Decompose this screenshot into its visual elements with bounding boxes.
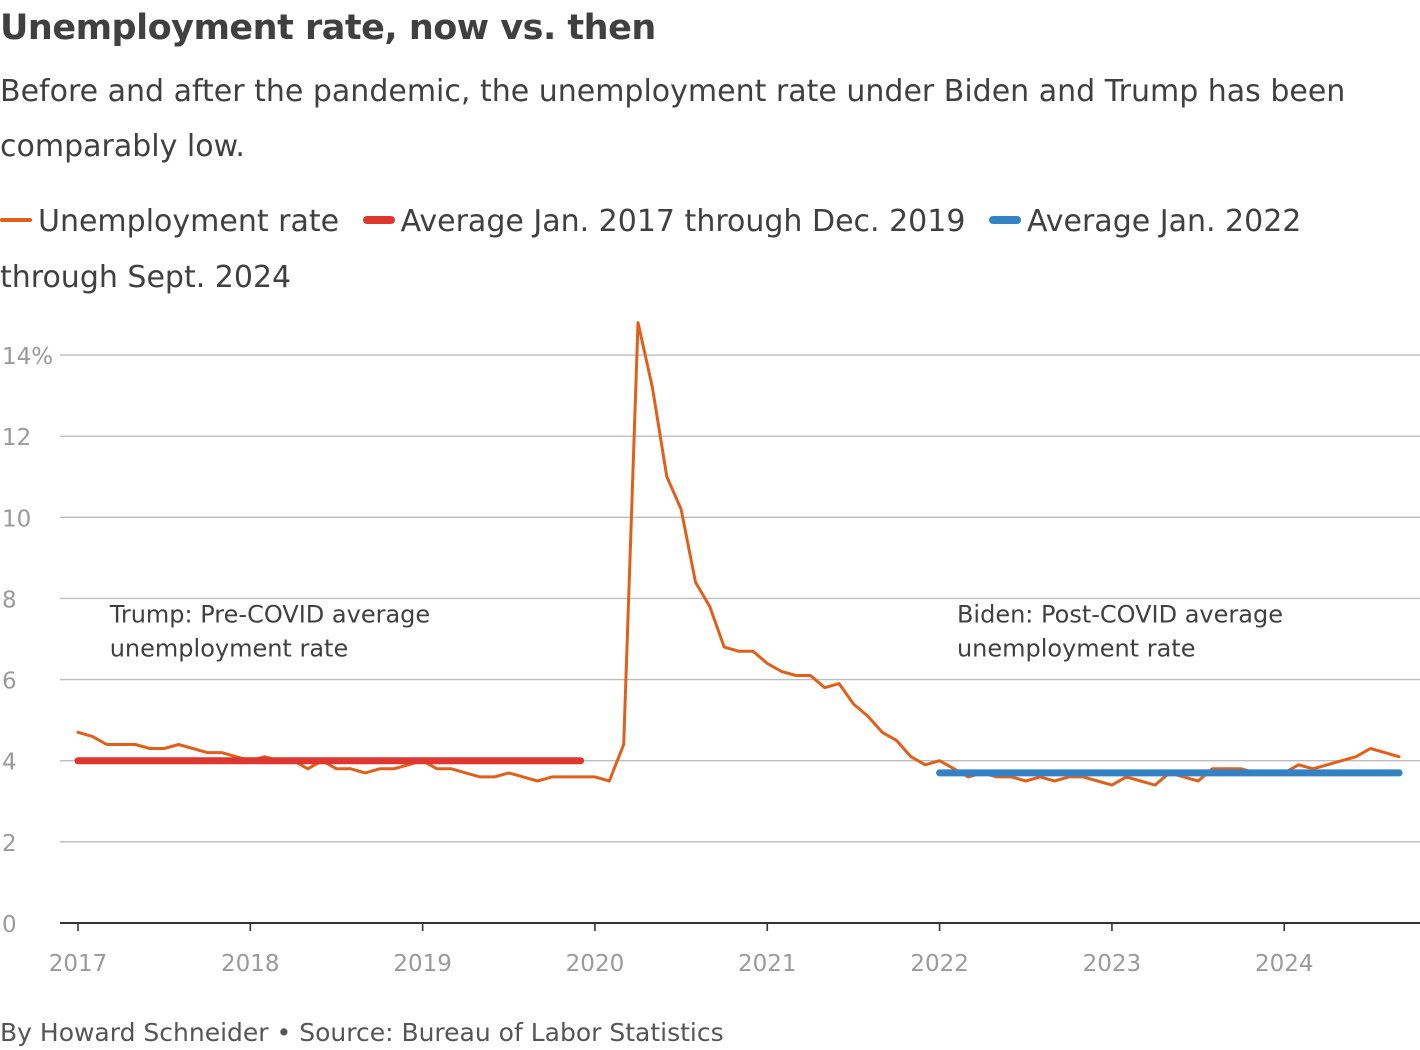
legend-item-unemployment-rate: Unemployment rate — [0, 204, 339, 239]
chart-legend: Unemployment rate Average Jan. 2017 thro… — [0, 194, 1420, 306]
annotation-line: Trump: Pre-COVID average — [109, 601, 430, 629]
x-tick-label: 2019 — [393, 951, 452, 977]
legend-swatch-trump-average — [362, 215, 395, 224]
y-tick-label: 4 — [2, 750, 17, 776]
chart-footer: By Howard Schneider • Source: Bureau of … — [0, 1018, 724, 1047]
x-tick-label: 2023 — [1083, 951, 1142, 977]
series-layer — [74, 321, 1403, 787]
y-tick-label: 14% — [2, 344, 53, 370]
annotations: Trump: Pre-COVID average unemployment rat… — [109, 601, 1283, 663]
unemployment-rate-line — [76, 321, 1401, 787]
legend-swatch-unemployment-rate — [0, 217, 32, 222]
biden-annotation: Biden: Post-COVID average unemployment ra… — [957, 601, 1283, 663]
chart-title: Unemployment rate, now vs. then — [0, 8, 656, 48]
legend-label: Unemployment rate — [38, 204, 340, 239]
legend-item-trump-average: Average Jan. 2017 through Dec. 2019 — [362, 204, 966, 239]
x-tick-label: 2020 — [566, 951, 625, 977]
y-tick-label: 10 — [2, 506, 31, 532]
y-tick-label: 12 — [2, 425, 31, 451]
x-tick-label: 2018 — [221, 951, 280, 977]
y-tick-label: 0 — [2, 912, 17, 938]
y-axis: 0 2 4 6 8 10 12 14% — [2, 344, 53, 938]
unemployment-line-chart: 0 2 4 6 8 10 12 14% 2017 2018 2019 2020 2021 2022 202… — [2, 321, 1420, 977]
y-tick-label: 6 — [2, 669, 17, 695]
legend-swatch-biden-average — [989, 215, 1021, 224]
y-tick-label: 8 — [2, 587, 17, 613]
legend-item-biden-average: Average Jan. 2022 through Sept. 2024 — [0, 204, 1301, 295]
annotation-line: unemployment rate — [957, 635, 1195, 663]
x-tick-label: 2021 — [738, 951, 797, 977]
x-axis: 2017 2018 2019 2020 2021 2022 2023 2024 — [49, 922, 1420, 977]
chart-subtitle: Before and after the pandemic, the unemp… — [0, 74, 1346, 164]
annotation-line: Biden: Post-COVID average — [957, 601, 1283, 629]
gridlines — [60, 354, 1420, 843]
x-tick-label: 2017 — [49, 951, 108, 977]
annotation-line: unemployment rate — [110, 635, 349, 663]
legend-label: Average Jan. 2022 through Sept. 2024 — [0, 204, 1302, 295]
x-tick-label: 2022 — [910, 951, 969, 977]
y-tick-label: 2 — [2, 831, 17, 857]
trump-annotation: Trump: Pre-COVID average unemployment rat… — [109, 601, 430, 663]
legend-label: Average Jan. 2017 through Dec. 2019 — [400, 204, 966, 239]
x-tick-label: 2024 — [1255, 951, 1314, 977]
